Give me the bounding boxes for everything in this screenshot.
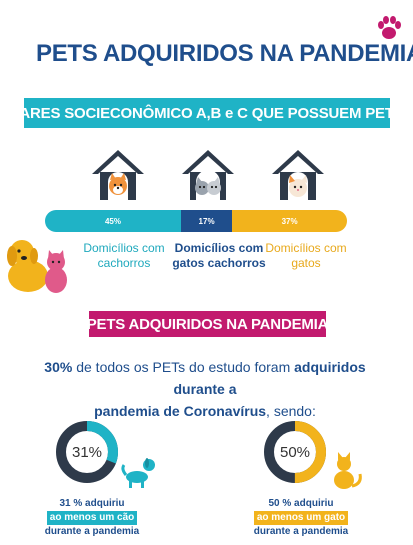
dog-icon [120,453,158,489]
statement-percent: 30% [44,359,73,375]
caption-cats: Domicílios com gatos [265,241,347,270]
cats-note-line3: durante a pandemia [253,526,349,537]
dogs-donut-chart: 31% [55,420,119,484]
statement-text-2: , sendo: [266,403,316,419]
households-bar: 45% 17% 37% [45,210,347,232]
dogs-percent-label: 31% [71,443,103,461]
cats-note-highlight: ao menos um gato [253,511,349,525]
statement-emphasis-1: adquiridos durante a [173,359,366,397]
cats-note: 50 % adquiriu ao menos um gato durante a… [250,497,352,539]
dogs-donut-arc [56,421,118,483]
dogs-note: 31 % adquiriu ao menos um cão durante a … [42,497,142,539]
cats-donut-chart: 50% [263,420,327,484]
cat-icon [330,450,364,490]
cats-donut-arc [264,421,326,483]
caption-dogs: Domicílios com cachorros [83,241,165,270]
doghouse-cat-dog-icon [180,146,236,202]
doghouse-cat-icon [270,146,326,202]
cats-note-line1: 50 % adquiriu [268,498,334,509]
section-banner-households: LARES SOCIECONÔMICO A,B e C QUE POSSUEM … [10,98,404,128]
bar-segment-cats-dogs: 17% [180,210,233,232]
section-banner-pandemic: PETS ADQUIRIDOS NA PANDEMIA [87,311,328,337]
dogs-note-highlight: ao menos um cão [46,511,138,525]
caption-cats-dogs: Domicílios com gatos cachorros [172,241,266,270]
pandemic-statement: 30% de todos os PETs do estudo foram adq… [35,356,375,422]
doghouse-dog-icon [90,146,146,202]
dogs-note-line1: 31 % adquiriu [59,498,125,509]
cats-percent-label: 50% [279,443,311,461]
dogs-note-line3: durante a pandemia [44,526,140,537]
page-title: PETS ADQUIRIDOS NA PANDEMIA [36,40,413,67]
bar-segment-dogs: 45% [45,210,181,232]
dog-cat-illustration [2,232,72,296]
bar-segment-cats: 37% [232,210,347,232]
paw-icon [375,14,403,42]
statement-text-1: de todos os PETs do estudo foram [72,359,295,375]
statement-emphasis-2: pandemia de Coronavírus [94,403,267,419]
